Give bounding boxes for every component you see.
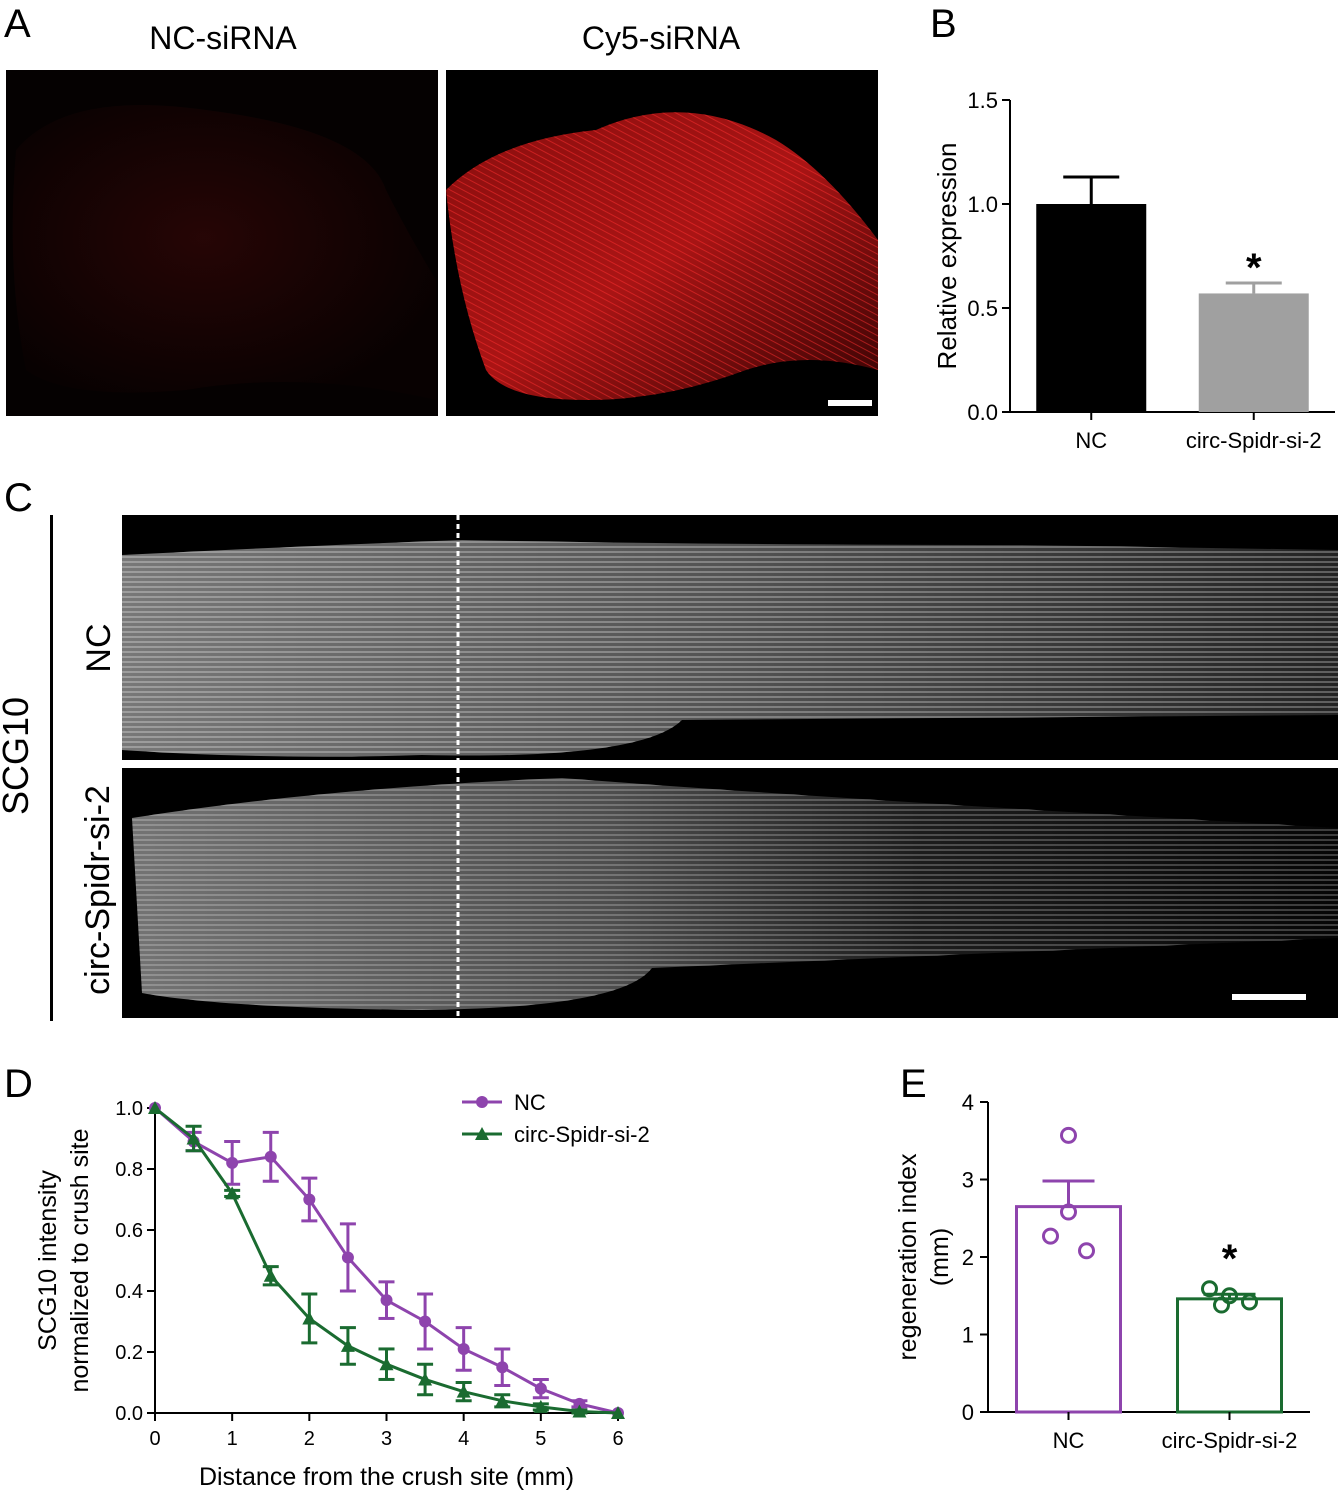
- individual-point: [1241, 1293, 1258, 1311]
- scg10-label: SCG10: [0, 696, 36, 815]
- data-point: [572, 1404, 587, 1418]
- x-tick-label: circ-Spidr-si-2: [1162, 1428, 1298, 1453]
- data-point: [340, 1338, 355, 1352]
- x-tick-label: circ-Spidr-si-2: [1186, 428, 1322, 453]
- row-label-nc: NC: [80, 623, 118, 673]
- cy5-sirna-micrograph: [446, 70, 878, 416]
- y-axis-label: SCG10 intensity: [34, 1170, 62, 1351]
- data-point: [457, 1342, 470, 1355]
- y-tick-label: 1: [962, 1323, 974, 1348]
- bar: [1198, 293, 1309, 412]
- y-tick-label: 0.5: [967, 296, 998, 321]
- individual-point: [1060, 1203, 1077, 1221]
- panel-a-label: A: [4, 2, 31, 46]
- legend-marker: [475, 1127, 489, 1140]
- y-tick-label: 0.8: [115, 1159, 143, 1181]
- individual-point: [1042, 1227, 1059, 1245]
- panel-b-label: B: [930, 2, 957, 46]
- x-tick-label: 3: [381, 1428, 392, 1450]
- data-point: [380, 1294, 393, 1307]
- significance-star: *: [1246, 246, 1262, 290]
- individual-point: [1201, 1280, 1218, 1298]
- data-point: [303, 1193, 316, 1206]
- x-tick-label: NC: [1053, 1428, 1085, 1453]
- y-tick-label: 0.0: [115, 1403, 143, 1425]
- x-tick-label: 5: [535, 1428, 546, 1450]
- data-point: [456, 1384, 471, 1398]
- data-point: [226, 1156, 239, 1169]
- data-point: [264, 1150, 277, 1163]
- chart-b: 0.0 0.5 1.0 1.5 Relative expression NC circ-Sp…: [932, 88, 1335, 453]
- nc-sirna-title: NC-siRNA: [149, 20, 297, 56]
- x-tick-label: 1: [227, 1428, 238, 1450]
- chart-e: 0 1 2 3 4 regeneration index (mm) NC circ-Spidr-…: [894, 1090, 1310, 1453]
- individual-point: [1213, 1296, 1230, 1314]
- y-tick-label: 2: [962, 1245, 974, 1270]
- bar: [1176, 1297, 1283, 1414]
- x-tick-label: 6: [612, 1428, 623, 1450]
- y-axis-label: regeneration index: [894, 1153, 922, 1361]
- data-point: [573, 1397, 586, 1410]
- x-tick-label: 0: [149, 1428, 160, 1450]
- y-tick-label: 0.0: [967, 400, 998, 425]
- y-tick-label: 0.4: [115, 1281, 143, 1303]
- individual-point: [1060, 1126, 1077, 1144]
- y-tick-label: 1.0: [967, 192, 998, 217]
- data-point: [418, 1372, 433, 1386]
- data-point: [496, 1361, 509, 1374]
- y-tick-label: 0: [962, 1400, 974, 1425]
- data-point: [225, 1186, 240, 1200]
- y-tick-label: 0.2: [115, 1342, 143, 1364]
- data-point: [379, 1357, 394, 1371]
- panel-d-label: D: [4, 1062, 33, 1106]
- panel-c-label: C: [4, 476, 33, 520]
- data-point: [533, 1399, 548, 1413]
- y-tick-label: 1.0: [115, 1098, 143, 1120]
- scg10-bracket-line: [50, 515, 53, 1021]
- legend-label: circ-Spidr-si-2: [514, 1122, 650, 1147]
- y-tick-label: 4: [962, 1090, 974, 1115]
- significance-star: *: [1222, 1237, 1238, 1281]
- circ-spidr-nerve-micrograph: [122, 768, 1338, 1018]
- data-point: [534, 1382, 547, 1395]
- data-point: [148, 1101, 162, 1114]
- data-point: [186, 1131, 201, 1145]
- bar: [1015, 1205, 1122, 1414]
- y-tick-label: 3: [962, 1168, 974, 1193]
- cy5-sirna-title: Cy5-siRNA: [581, 20, 741, 56]
- x-tick-label: 4: [458, 1428, 469, 1450]
- data-point: [495, 1393, 510, 1407]
- y-tick-label: 0.6: [115, 1220, 143, 1242]
- y-tick-label: 1.5: [967, 88, 998, 113]
- data-point: [341, 1251, 354, 1264]
- data-point: [611, 1406, 625, 1419]
- individual-point: [1078, 1242, 1095, 1260]
- bar: [1036, 204, 1147, 412]
- legend-marker: [476, 1096, 488, 1108]
- x-tick-label: NC: [1075, 428, 1107, 453]
- data-point: [419, 1315, 432, 1328]
- y-axis-label: Relative expression: [932, 143, 962, 370]
- row-label-circ-spidr: circ-Spidr-si-2: [79, 785, 117, 995]
- x-tick-label: 2: [304, 1428, 315, 1450]
- data-point: [263, 1268, 278, 1282]
- nc-sirna-micrograph: [6, 70, 438, 416]
- legend-label: NC: [514, 1090, 546, 1115]
- panel-e-label: E: [900, 1062, 927, 1106]
- nc-nerve-micrograph: [122, 515, 1338, 760]
- data-point: [302, 1311, 317, 1325]
- chart-d: 0.0 0.2 0.4 0.6 0.8 1.0 0 1 2 3 4 5 6 Distance from t…: [34, 1090, 650, 1491]
- x-axis-label: Distance from the crush site (mm): [199, 1463, 574, 1491]
- y-axis-label: (mm): [926, 1228, 954, 1286]
- y-axis-label: normalized to crush site: [66, 1128, 94, 1392]
